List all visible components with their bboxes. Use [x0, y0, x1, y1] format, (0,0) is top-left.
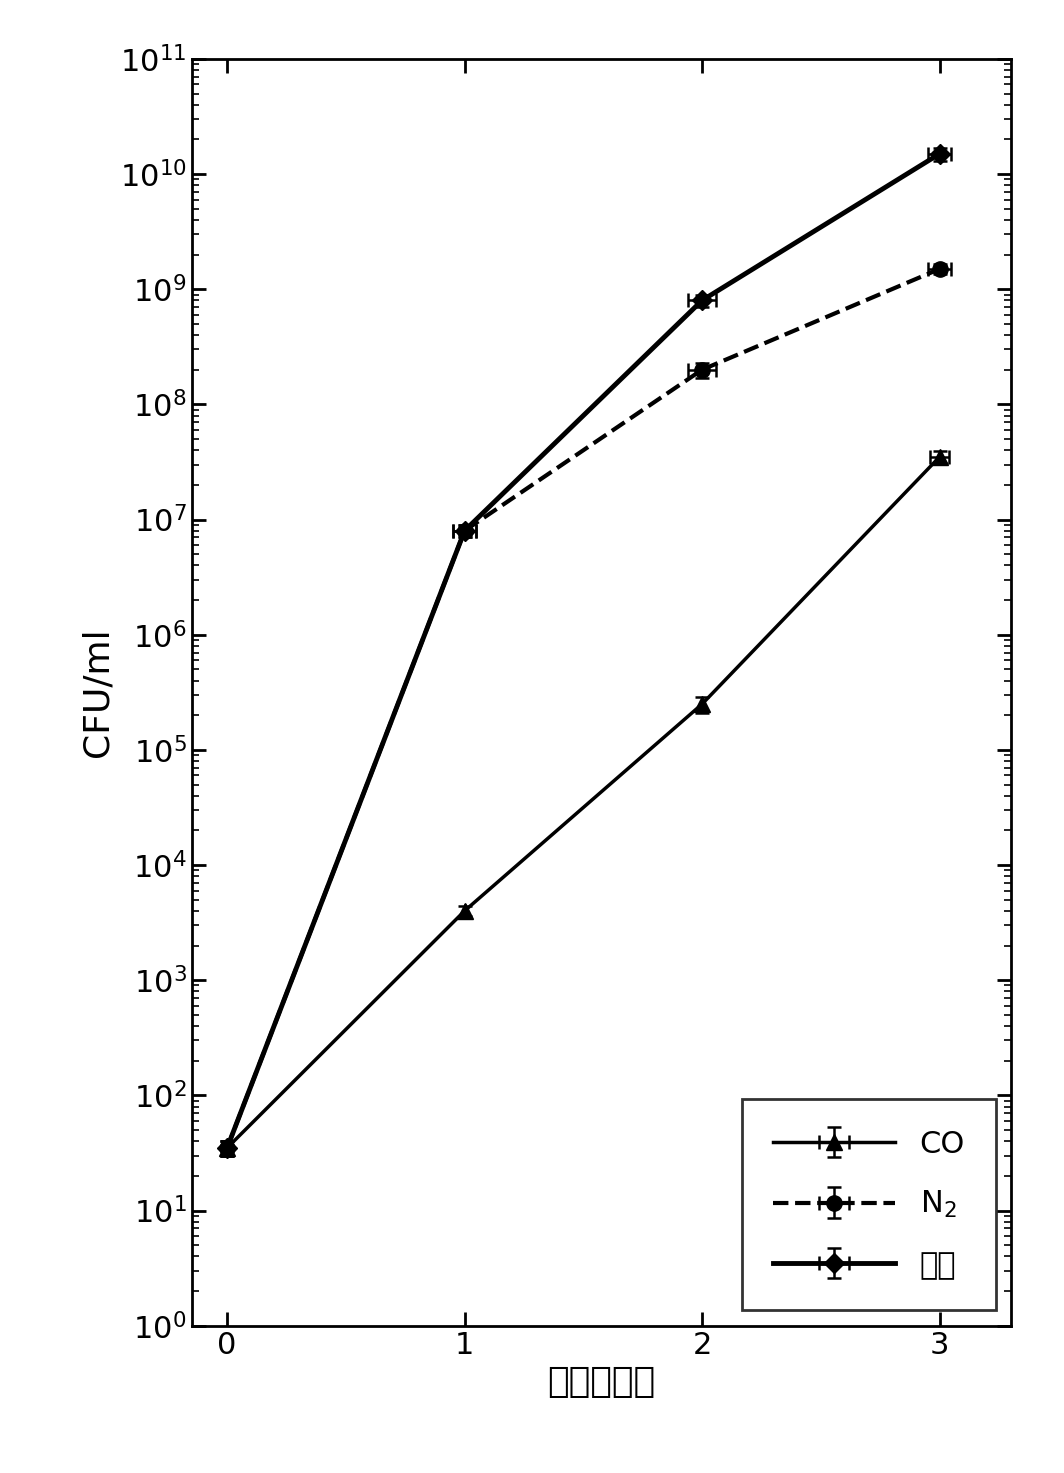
Legend: CO, N$_2$, 空气: CO, N$_2$, 空气 — [743, 1099, 996, 1311]
X-axis label: 时间（天）: 时间（天） — [547, 1365, 655, 1399]
Y-axis label: CFU/ml: CFU/ml — [80, 627, 114, 757]
